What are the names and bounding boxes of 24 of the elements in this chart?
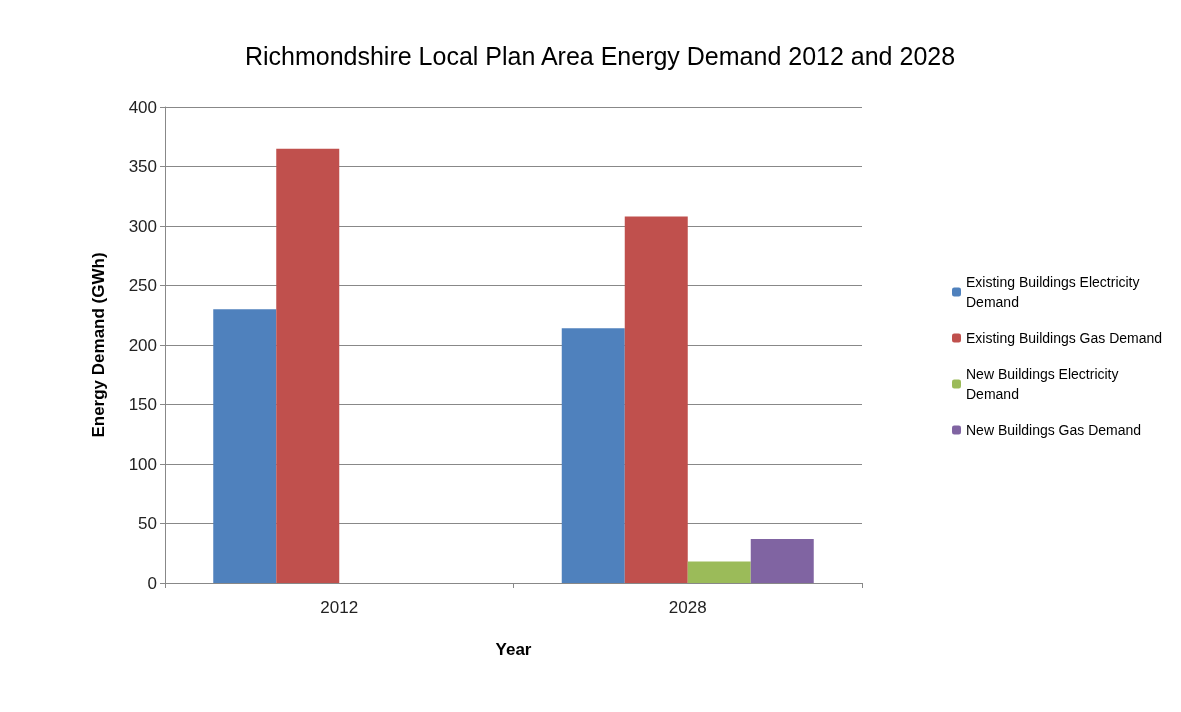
- y-tick-label: 150: [128, 395, 157, 414]
- legend-label: New Buildings Electricity Demand: [966, 366, 1123, 402]
- y-tick-label: 350: [128, 157, 157, 176]
- bar: [213, 309, 277, 583]
- y-tick-label: 200: [128, 335, 157, 355]
- x-axis-title: Year: [495, 640, 532, 659]
- legend-label: New Buildings Gas Demand: [966, 422, 1142, 438]
- x-tick-label: 2028: [668, 598, 707, 617]
- bar: [276, 148, 340, 583]
- x-tick-label: 2012: [320, 598, 359, 617]
- y-tick-label: 100: [128, 454, 157, 474]
- y-tick-label: 50: [138, 514, 157, 533]
- y-tick-label: 250: [128, 276, 157, 295]
- legend-label: Existing Buildings Gas Demand: [966, 330, 1163, 346]
- bar: [750, 538, 814, 583]
- bar: [687, 561, 751, 583]
- y-tick-label: 400: [128, 97, 157, 117]
- y-axis-title: Energy Demand (GWh): [89, 252, 108, 438]
- y-tick-label: 0: [147, 573, 157, 593]
- bar: [561, 328, 625, 583]
- chart-title: Richmondshire Local Plan Area Energy Demand 2012 and 2028: [244, 41, 956, 70]
- bar: [624, 216, 688, 583]
- legend-label: Existing Buildings Electricity Demand: [966, 274, 1144, 310]
- y-tick-label: 300: [128, 216, 157, 236]
